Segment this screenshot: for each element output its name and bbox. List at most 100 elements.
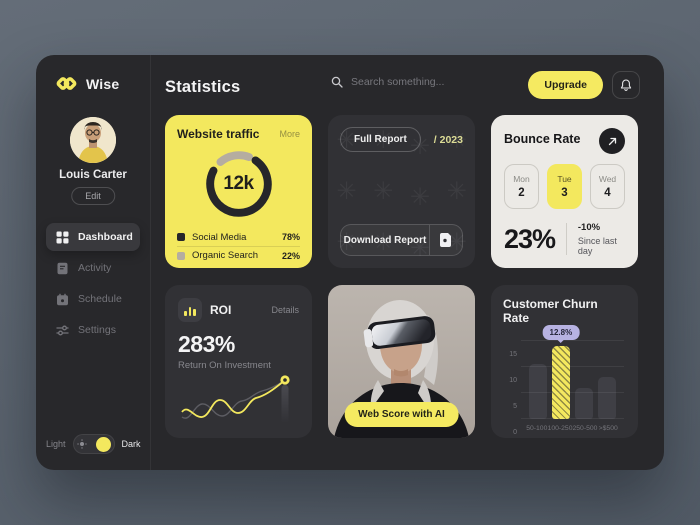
sidebar-item-label: Schedule [78,293,122,305]
avatar [70,117,116,163]
day-label: Mon [513,174,530,184]
card-title: Website traffic [177,127,260,141]
document-icon [57,262,68,274]
notifications-button[interactable] [612,71,640,99]
card-title: Customer Churn Rate [503,297,598,325]
sidebar-item-settings[interactable]: Settings [46,316,140,344]
calendar-icon [57,293,68,305]
grid-icon [56,231,69,243]
sidebar-item-activity[interactable]: Activity [46,254,140,282]
day-label: Wed [598,174,617,184]
upgrade-button[interactable]: Upgrade [528,71,603,99]
legend-swatch [177,251,185,260]
legend-row: Organic Search 22% [177,246,300,264]
sliders-icon [56,325,69,335]
day-value: 4 [604,187,611,199]
legend-value: 22% [281,250,300,261]
search-input[interactable] [351,76,481,88]
y-tick-label: 15 [509,351,517,358]
theme-switch[interactable] [72,434,115,454]
bounce-rate-value: 23% [504,223,556,254]
day-chip-mon[interactable]: Mon 2 [504,164,539,209]
legend-label: Organic Search [192,250,259,261]
x-tick-label: 250-500 [572,425,598,432]
year-label: / 2023 [433,133,463,146]
open-bounce-rate-button[interactable] [599,128,625,154]
day-chip-tue[interactable]: Tue 3 [547,164,582,209]
card-title: ROI [210,303,232,317]
file-icon [430,225,462,255]
bar-tooltip: 12.8% [542,325,580,341]
light-label: Light [46,439,66,449]
toggle-knob [95,436,111,452]
donut-main-arc [205,151,272,217]
divider [429,225,430,255]
sidebar-item-dashboard[interactable]: Dashboard [46,223,140,251]
divider [566,223,567,255]
y-tick-label: 10 [509,377,517,384]
star-glyph: ✳ [409,184,430,211]
churn-card: Customer Churn Rate 12.8% 50-100 100-250 2… [491,285,638,438]
gridline [521,392,624,393]
sidebar-item-schedule[interactable]: Schedule [46,285,140,313]
brand: Wise [56,75,119,92]
churn-bars: 12.8% [521,325,624,419]
bar-column [526,364,549,419]
arrow-up-right-icon [608,137,616,145]
sun-icon [76,439,87,449]
dark-label: Dark [121,439,141,449]
traffic-donut-chart: 12k [203,148,275,220]
traffic-legend: Social Media 78% Organic Search 22% [177,228,300,264]
search-icon [331,76,343,88]
more-link[interactable]: More [279,129,300,139]
bar[interactable] [528,364,547,419]
theme-toggle: Light Dark [46,434,141,454]
bar-column [596,377,619,419]
header: Statistics Upgrade [165,71,640,105]
bar[interactable] [598,377,617,419]
day-label: Tue [557,174,572,184]
star-glyph: ✳ [373,178,394,205]
sidebar-item-label: Settings [78,324,116,336]
user-name: Louis Carter [59,169,127,181]
brand-name: Wise [86,75,120,92]
x-tick-label: >$500 [598,425,618,432]
legend-label: Social Media [192,231,247,243]
sidebar-item-label: Activity [78,262,112,274]
bar-chart-icon [178,298,202,322]
star-glyph: ✳ [336,178,357,205]
gridline [521,366,624,367]
day-value: 2 [518,187,525,199]
full-report-card: ✳ ✳ ✳ ✳ ✳ ✳ ✳ ✳ ✳ ✳ ✳ ✳ Full Report / 2023 Download… [328,115,475,268]
download-label: Download Report [343,234,427,246]
x-tick-label: 50-100 [526,425,548,432]
churn-plot: 12.8% [521,325,624,419]
legend-swatch [177,233,185,241]
bar[interactable] [575,387,594,419]
download-report-button[interactable]: Download Report [340,224,463,256]
roi-card: ROI Details 283% Return On Investment [165,285,312,438]
legend-value: 78% [281,232,300,242]
search-bar[interactable] [331,76,481,88]
day-chip-wed[interactable]: Wed 4 [590,164,625,209]
x-tick-label: 100-250 [547,425,573,432]
wise-logo-icon [56,77,77,90]
day-value: 3 [561,187,568,199]
roi-caption: Return On Investment [178,360,271,371]
details-link[interactable]: Details [271,305,299,315]
donut-center-value: 12k [223,173,254,194]
gridline [521,340,624,341]
full-report-button[interactable]: Full Report [340,127,421,152]
bounce-delta: -10% [577,222,601,233]
y-tick-label: 5 [513,403,517,410]
ai-photo-card: Web Score with AI [328,285,475,438]
card-title: Bounce Rate [504,132,581,146]
web-score-ai-button[interactable]: Web Score with AI [344,402,459,427]
bar[interactable] [551,346,570,419]
roi-value: 283% [178,331,235,357]
edit-profile-button[interactable]: Edit [71,187,115,205]
sidebar-item-label: Dashboard [78,231,133,243]
roi-sparkline [178,371,299,434]
cards-grid: Website traffic More 12k Social Media 78… [165,115,638,438]
page-title: Statistics [165,78,241,96]
